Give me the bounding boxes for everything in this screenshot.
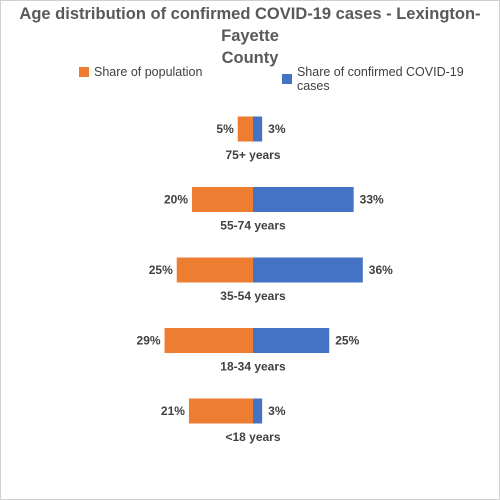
bar-population-0 <box>237 116 253 142</box>
data-label-population-2: 25% <box>149 263 173 277</box>
category-label-4: <18 years <box>225 430 280 444</box>
data-label-cases-3: 25% <box>335 334 359 348</box>
bar-population-1 <box>192 187 253 212</box>
category-label-2: 35-54 years <box>220 289 286 303</box>
bar-cases-3 <box>253 328 330 353</box>
legend-item-population: Share of population <box>79 65 202 79</box>
legend-label-cases: Share of confirmed COVID-19 cases <box>296 65 464 93</box>
chart-title-line-2: County <box>221 49 279 67</box>
legend-swatch-population <box>79 67 89 77</box>
category-label-0: 75+ years <box>225 148 280 162</box>
legend-swatch-cases <box>282 74 292 84</box>
data-label-cases-1: 33% <box>360 193 384 207</box>
bar-population-3 <box>164 328 253 353</box>
bar-cases-4 <box>253 398 263 424</box>
chart-title-line-1: Age distribution of confirmed COVID-19 c… <box>19 5 481 45</box>
legend-label-population: Share of population <box>94 65 203 79</box>
category-label-1: 55-74 years <box>220 219 286 233</box>
bar-cases-0 <box>253 116 263 142</box>
data-label-population-4: 21% <box>161 404 185 418</box>
bar-population-4 <box>188 398 253 424</box>
bar-population-2 <box>176 257 253 283</box>
category-label-3: 18-34 years <box>220 360 286 374</box>
data-label-population-1: 20% <box>164 193 188 207</box>
data-label-population-0: 5% <box>216 122 234 136</box>
data-label-population-3: 29% <box>137 334 161 348</box>
chart-legend: Share of population Share of confirmed C… <box>1 65 499 93</box>
data-label-cases-4: 3% <box>268 404 286 418</box>
data-label-cases-2: 36% <box>369 263 393 277</box>
data-label-cases-0: 3% <box>268 122 286 136</box>
bar-cases-2 <box>253 257 363 283</box>
chart-title: Age distribution of confirmed COVID-19 c… <box>1 3 499 69</box>
bar-cases-1 <box>253 187 354 212</box>
legend-item-cases: Share of confirmed COVID-19 cases <box>282 65 499 93</box>
